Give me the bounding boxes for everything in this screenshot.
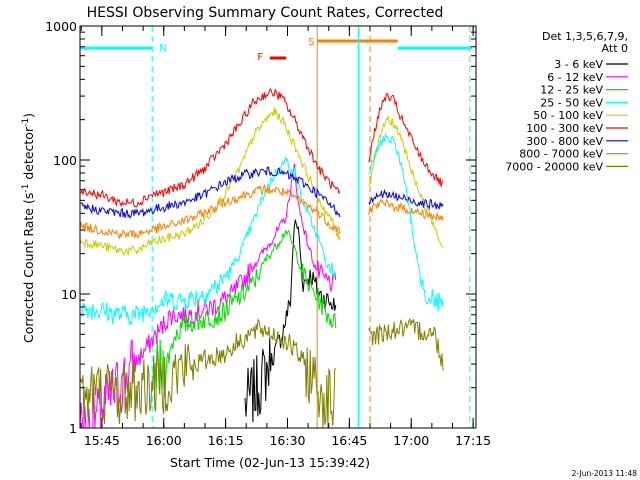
series-line-10: [368, 116, 444, 248]
flag-label-s: S: [308, 37, 314, 48]
chart-title: HESSI Observing Summary Count Rates, Cor…: [87, 5, 444, 21]
y-axis-label: Corrected Count Rate (s-1 detector-1): [21, 113, 36, 343]
series-line-13: [368, 132, 444, 312]
series-line-2: [153, 229, 337, 399]
plot-area: N F S: [79, 26, 472, 429]
legend-header-att: Att 0: [602, 42, 628, 55]
y-tick-label-1: 10: [61, 287, 77, 302]
x-tick-label-5: 17:00: [393, 433, 429, 448]
series-line-5: [79, 87, 341, 208]
axes-ticks: 1 10 100 1000 15:45 16:00 16:15 16:30 16:45 17:00…: [45, 19, 491, 448]
legend-label-1: 6 - 12 keV: [547, 71, 603, 84]
flag-label-n: N: [159, 43, 166, 54]
legend-label-4: 50 - 100 keV: [533, 109, 603, 122]
legend-header: Det 1,3,5,6,7,9,: [542, 30, 628, 43]
y-axis-label-mid: detector: [21, 126, 36, 184]
x-tick-label-3: 16:30: [269, 433, 305, 448]
legend-label-2: 12 - 25 keV: [540, 84, 603, 97]
legend-label-7: 800 - 7000 keV: [519, 148, 603, 161]
y-axis-label-sup2: -1: [21, 118, 31, 127]
x-tick-label-0: 15:45: [84, 433, 120, 448]
x-tick-label-6: 17:15: [455, 433, 491, 448]
y-tick-label-0: 1: [69, 421, 77, 436]
series-line-12: [368, 198, 444, 222]
x-tick-label-4: 16:45: [331, 433, 367, 448]
flag-label-f: F: [257, 52, 263, 63]
y-axis-label-main: Corrected Count Rate (s: [21, 193, 36, 343]
legend-label-3: 25 - 50 keV: [540, 96, 603, 109]
x-tick-label-1: 16:00: [146, 433, 182, 448]
legend-label-0: 3 - 6 keV: [554, 58, 603, 71]
y-axis-label-sup1: -1: [21, 184, 31, 193]
series-line-3: [79, 155, 337, 327]
y-axis-label-end: ): [21, 113, 36, 118]
x-axis-label: Start Time (02-Jun-13 15:39:42): [170, 455, 370, 470]
y-tick-label-2: 100: [53, 153, 77, 168]
legend-label-5: 100 - 300 keV: [526, 122, 603, 135]
series-line-8: [79, 318, 337, 429]
series-line-9: [368, 92, 444, 187]
plot-frame: [79, 25, 477, 429]
y-tick-label-3: 1000: [45, 19, 77, 34]
series-line-6: [80, 166, 341, 219]
legend-label-6: 300 - 800 keV: [526, 135, 603, 148]
series-line-4: [79, 107, 341, 257]
series-line-11: [368, 188, 444, 210]
footer-date: 2-Jun-2013 11:48: [572, 469, 638, 478]
series-line-0: [244, 219, 337, 423]
series-line-14: [368, 317, 444, 371]
legend-label-8: 7000 - 20000 keV: [505, 160, 603, 173]
axes-frame: [79, 25, 477, 429]
x-tick-label-2: 16:15: [208, 433, 244, 448]
series-line-7: [79, 183, 341, 240]
